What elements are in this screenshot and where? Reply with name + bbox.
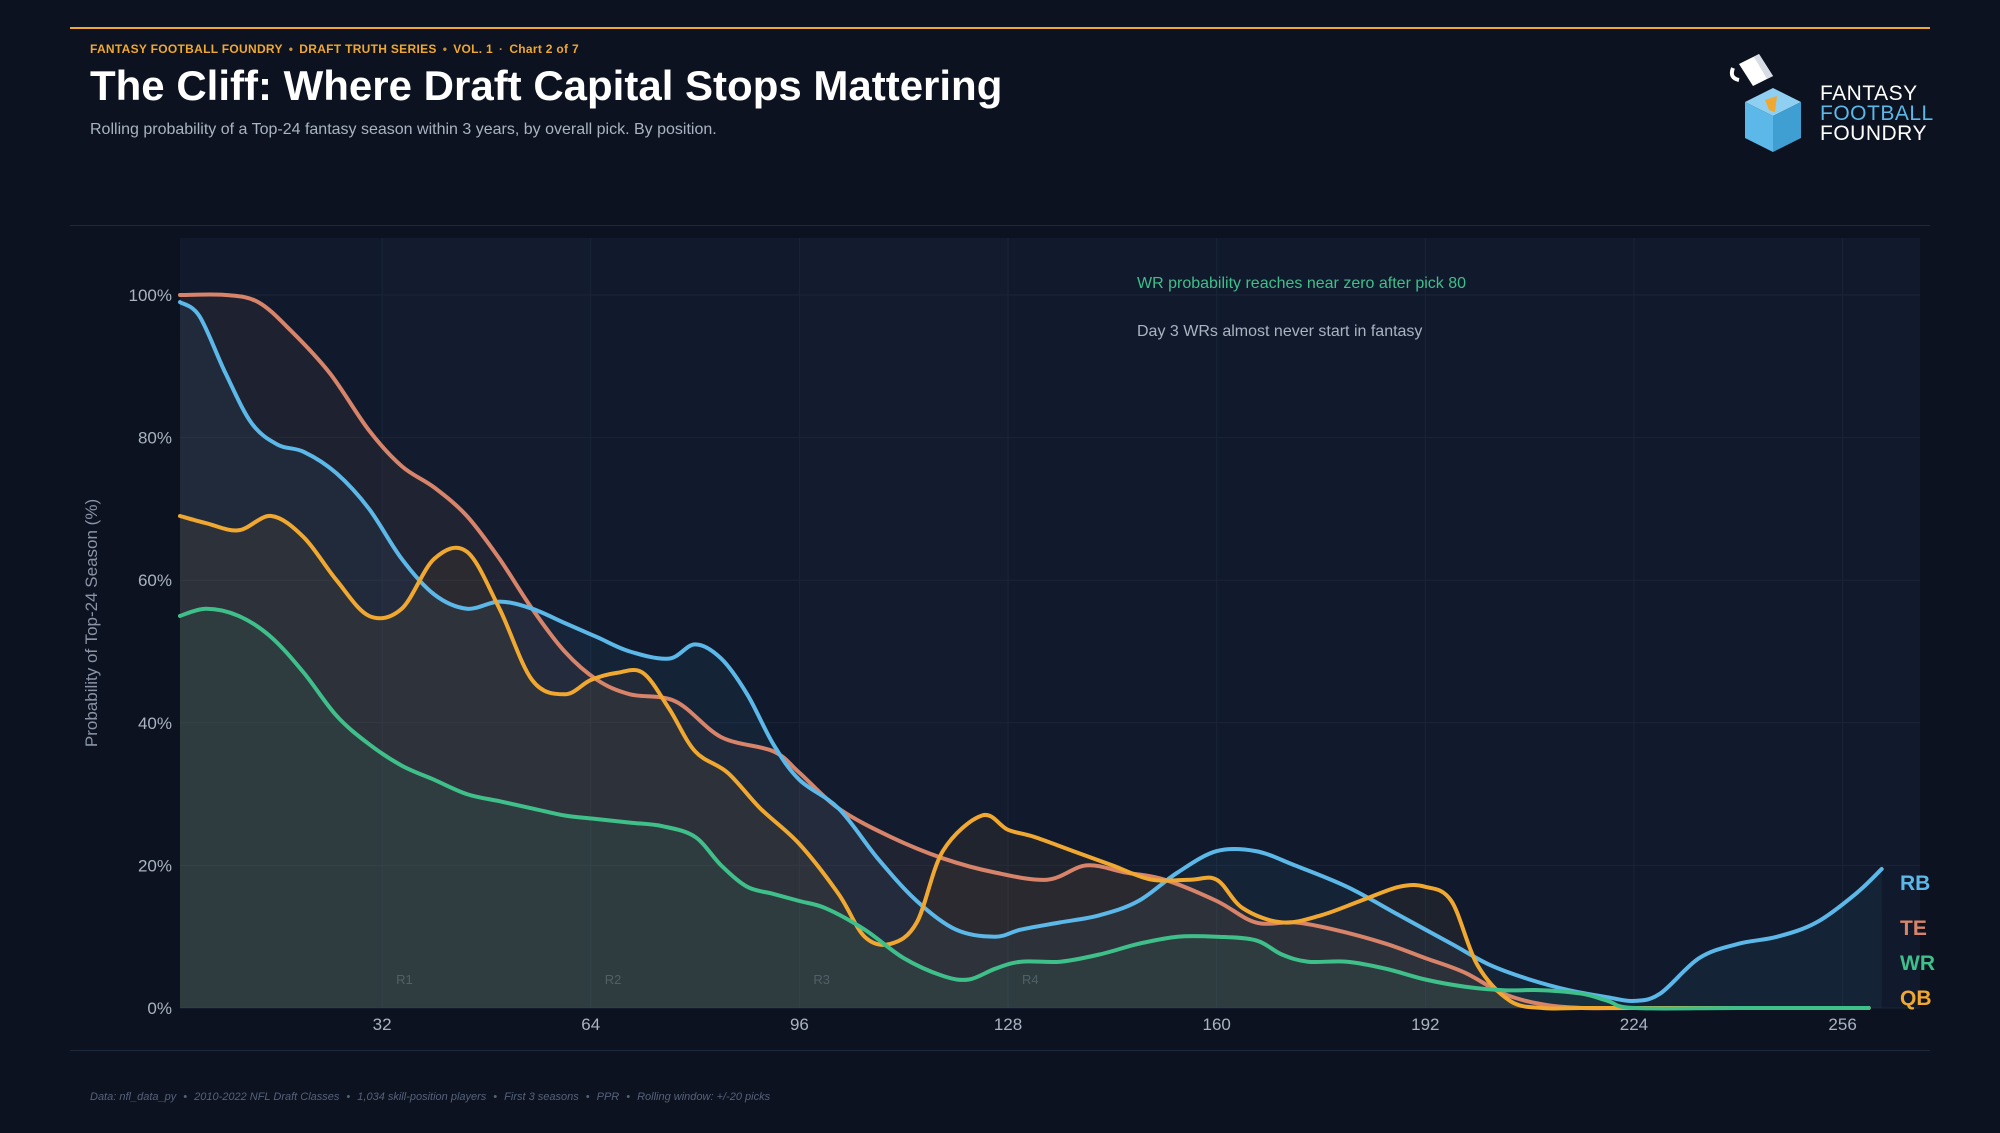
foundry-bucket-icon (1729, 54, 1801, 152)
series-area-te (180, 294, 1869, 1009)
brand-logo: FANTASY FOOTBALL FOUNDRY (1725, 52, 1955, 162)
kicker-chart-number: Chart 2 of 7 (509, 42, 579, 56)
kicker-series: DRAFT TRUTH SERIES (299, 42, 437, 56)
footer-data-source: Data: nfl_data_py (90, 1091, 177, 1103)
round-label-r3: R3 (813, 972, 830, 987)
x-tick-label: 256 (1828, 1015, 1856, 1034)
footer-scoring: PPR (596, 1091, 620, 1103)
round-label-r4: R4 (1022, 972, 1039, 987)
series-line-wr (178, 606, 1871, 1011)
header-divider (70, 225, 1930, 226)
x-tick-label: 224 (1620, 1015, 1648, 1034)
y-tick-label: 80% (138, 429, 172, 448)
series-area-qb (180, 515, 1869, 1009)
logo-word-fantasy: FANTASY (1820, 82, 1918, 105)
x-tick-label: 160 (1202, 1015, 1230, 1034)
kicker-volume: VOL. 1 (453, 42, 494, 56)
logo-word-football: FOOTBALL (1820, 102, 1934, 125)
kicker-brand: FANTASY FOOTBALL FOUNDRY (90, 42, 283, 56)
footer-source: Data: nfl_data_py • 2010-2022 NFL Draft Cl… (90, 1091, 771, 1103)
round-label-r2: R2 (605, 972, 622, 987)
y-axis-label: Probability of Top-24 Season (%) (82, 499, 101, 747)
x-tick-label: 96 (790, 1015, 809, 1034)
footer-window: Rolling window: +/-20 picks (637, 1091, 771, 1103)
x-tick-label: 64 (581, 1015, 600, 1034)
series-line-rb (178, 300, 1884, 1003)
series-area-wr (180, 608, 1869, 1009)
footer-draft-classes: 2010-2022 NFL Draft Classes (194, 1091, 340, 1103)
y-tick-label: 60% (138, 571, 172, 590)
series-line-qb (178, 513, 1871, 1011)
y-tick-label: 100% (129, 286, 172, 305)
page-title: The Cliff: Where Draft Capital Stops Mat… (90, 62, 1003, 109)
end-label-wr: WR (1900, 952, 1935, 975)
logo-wordmark: FANTASY FOOTBALL FOUNDRY (1820, 82, 1934, 145)
header-accent-line (70, 27, 1930, 29)
kicker: FANTASY FOOTBALL FOUNDRY • DRAFT TRUTH SER… (90, 42, 579, 56)
x-tick-label: 128 (994, 1015, 1022, 1034)
annotation-wr-zero: WR probability reaches near zero after p… (1137, 275, 1466, 292)
end-label-rb: RB (1900, 872, 1930, 895)
x-tick-label: 192 (1411, 1015, 1439, 1034)
annotation-day3-wr: Day 3 WRs almost never start in fantasy (1137, 323, 1422, 340)
footer-seasons: First 3 seasons (504, 1091, 579, 1103)
series-line-te (178, 292, 1871, 1011)
y-tick-label: 0% (147, 999, 172, 1018)
round-label-r1: R1 (396, 972, 413, 987)
y-tick-label: 40% (138, 714, 172, 733)
end-label-te: TE (1900, 917, 1927, 940)
end-label-qb: QB (1900, 987, 1932, 1010)
y-tick-label: 20% (138, 856, 172, 875)
footer-divider (70, 1050, 1930, 1051)
logo-word-foundry: FOUNDRY (1820, 122, 1927, 145)
series-area-rb (180, 302, 1882, 1009)
footer-player-count: 1,034 skill-position players (357, 1091, 487, 1103)
page-subtitle: Rolling probability of a Top-24 fantasy … (90, 121, 717, 138)
x-tick-label: 32 (373, 1015, 392, 1034)
